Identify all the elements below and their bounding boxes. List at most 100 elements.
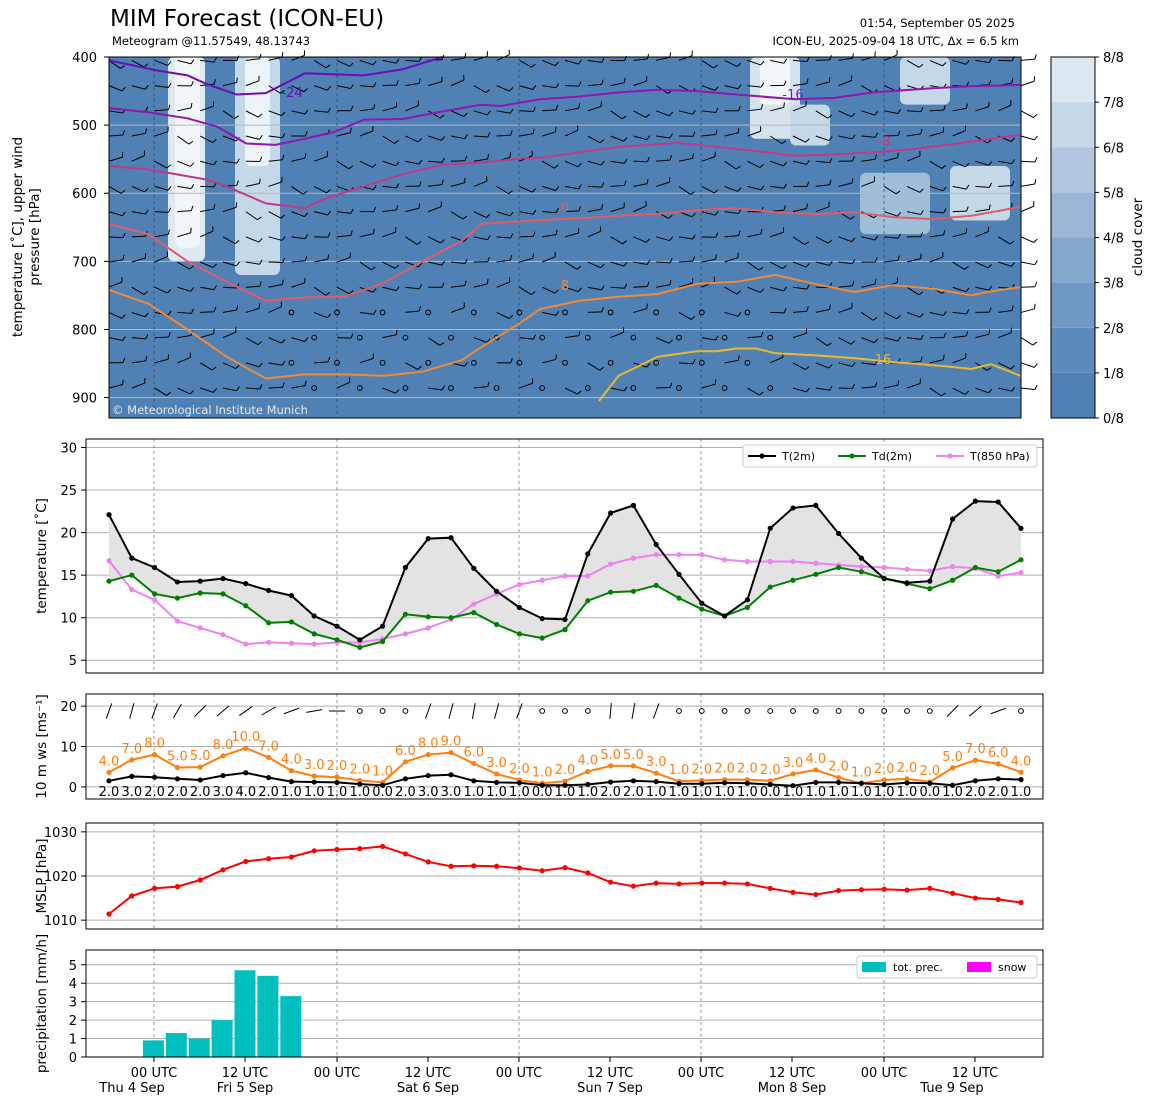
wind-barb (964, 266, 969, 270)
wind-barb (359, 59, 374, 66)
t850-point (425, 625, 431, 631)
colorbar-step (1051, 57, 1095, 103)
wind-barb (212, 263, 217, 268)
wind-barb (815, 160, 830, 164)
wind-barb (578, 330, 581, 336)
wind-barb (304, 234, 309, 240)
wind-barb (382, 261, 396, 269)
wind-barb (998, 160, 1013, 165)
wind-barb (487, 132, 491, 138)
wind-barb (282, 382, 285, 388)
td2m-point (106, 578, 112, 584)
t2m-point (722, 613, 728, 619)
wind-barb (669, 236, 674, 241)
wind-barb (623, 77, 626, 83)
wind-barb (601, 182, 605, 188)
wind-barb (268, 386, 283, 389)
wind-barb (519, 337, 534, 340)
tick-label-y: 15 (60, 569, 77, 584)
wind-barb (350, 333, 354, 339)
wind-barb (121, 314, 126, 319)
mslp-point (562, 865, 568, 871)
wind-barb (177, 160, 191, 167)
t2m-point (608, 510, 614, 516)
wind-barb (918, 291, 924, 296)
wind-barb (542, 311, 556, 316)
wind-barb (291, 186, 304, 195)
wind-low-point (380, 782, 386, 788)
wind-barb (783, 286, 788, 292)
wind-barb (1011, 305, 1014, 311)
cloud-patch (760, 57, 790, 105)
calm-circle (448, 385, 454, 391)
axis-label-y: MSLP [hPa] (34, 838, 50, 913)
wind-barb (678, 157, 693, 162)
wind-barb (108, 384, 123, 389)
isotherm-label: 16 (875, 353, 892, 368)
wind-barb (154, 131, 169, 137)
t2m-point (699, 600, 705, 606)
wind-barb (268, 306, 282, 313)
wind-barb (222, 81, 237, 87)
wind-barb (998, 309, 1013, 313)
wind-barb (166, 392, 171, 396)
td2m-point (608, 589, 614, 595)
wind-speed-point (220, 753, 226, 759)
wind-barb (154, 59, 168, 66)
wind-barb (861, 312, 874, 321)
panel-frame-mslp (85, 822, 1044, 930)
wind-barb (464, 134, 468, 139)
wind-barb (920, 210, 924, 215)
wind-barb (405, 310, 420, 313)
t850-point (402, 631, 408, 637)
calm-circle (402, 334, 409, 341)
legend-swatch (862, 962, 886, 972)
wind-speed-label: 6.0 (988, 746, 1009, 761)
wind-barb (758, 266, 764, 271)
wind-barb (815, 337, 828, 347)
wind-barb (829, 179, 832, 185)
wind-barb (578, 184, 582, 190)
wind-barb (760, 185, 765, 191)
wind-barb (213, 306, 217, 312)
wind-barb (747, 85, 762, 88)
wind-barb (656, 261, 671, 264)
colorbar-tick-label: 7/8 (1103, 96, 1124, 111)
wind-barb (496, 236, 511, 239)
wind-low-label: 2.0 (99, 785, 120, 800)
wind-low-point (471, 778, 477, 784)
wind-barb (211, 366, 217, 371)
wind-barb (405, 105, 419, 112)
wind-barb (268, 159, 283, 162)
wind-barb (1032, 114, 1038, 118)
wind-barb (941, 392, 946, 397)
wind-barb (656, 284, 671, 288)
mslp-point (516, 865, 523, 871)
wind-speed-point (357, 777, 363, 784)
wind-barb (313, 185, 327, 194)
t850-point (562, 573, 568, 579)
td2m-point (699, 606, 705, 612)
wind-barb (724, 311, 739, 317)
wind-barb (838, 79, 852, 87)
wind-barb (943, 208, 947, 214)
wind-barb (154, 185, 169, 191)
wind-low-label: 1.0 (714, 785, 735, 800)
wind-low-point (152, 774, 158, 780)
t850-point (722, 557, 728, 563)
wind-barb (405, 160, 420, 165)
wind-barb (189, 265, 194, 270)
wind-speed-label: 6.0 (395, 744, 416, 759)
wind-speed-label: 2.0 (349, 762, 370, 777)
wind-barb (222, 309, 237, 313)
calm-circle (356, 334, 363, 341)
axis-label-y: pressure [hPa] (27, 188, 43, 286)
td2m-point (516, 631, 523, 637)
wind-low-point (722, 780, 728, 786)
wind-barb (373, 82, 377, 88)
td2m-point (858, 569, 865, 575)
wind-barb (542, 59, 556, 67)
wind-barb (542, 109, 557, 112)
wind-barb (975, 106, 989, 112)
wind-barb (166, 164, 172, 169)
